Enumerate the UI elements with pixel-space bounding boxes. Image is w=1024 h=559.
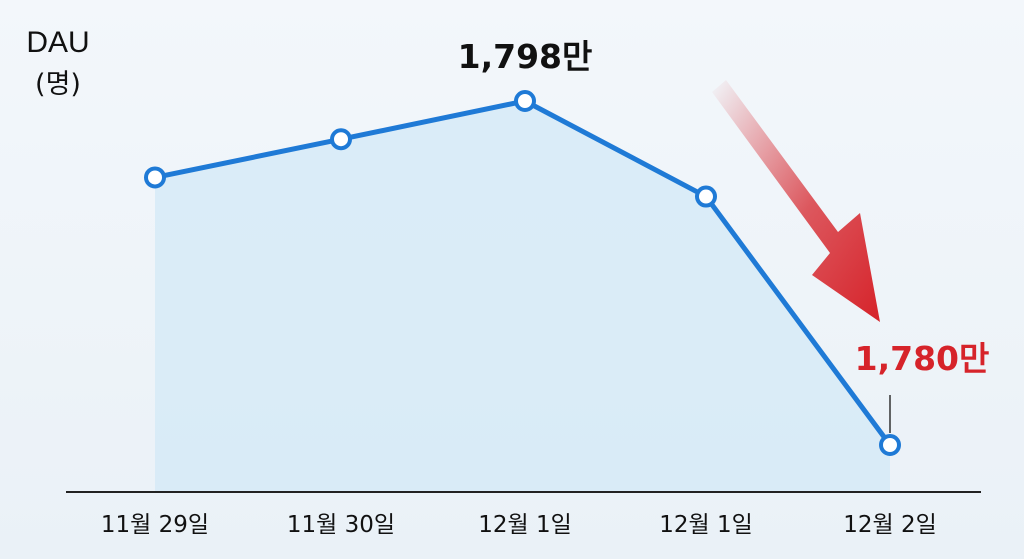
x-tick-label-5: 12월 2일 [843,512,937,538]
data-point-4 [695,185,717,208]
data-point-1 [144,166,166,189]
annotation-label-2: 1,780만 [855,339,990,378]
x-tick-label-3: 12월 1일 [478,512,572,538]
y-axis-label-line2: (명) [35,69,81,100]
x-tick-label-2: 11월 30일 [287,512,395,538]
x-tick-label-4: 12월 1일 [659,512,753,538]
data-point-2 [330,128,352,151]
trend-down-arrow [712,80,880,322]
data-point-3 [514,90,536,112]
x-tick-label-1: 11월 29일 [101,512,209,538]
annotation-label-1: 1,798만 [458,37,593,76]
data-point-5 [879,434,901,456]
y-axis-label-line1: DAU [26,26,89,59]
